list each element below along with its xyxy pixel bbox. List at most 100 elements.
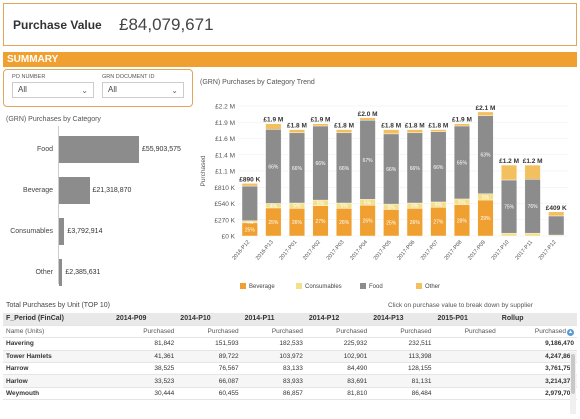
segment-label: 25% — [245, 227, 256, 233]
purchase-value-cell[interactable]: 89,722 — [177, 350, 242, 364]
rollup-cell[interactable]: 3,214,377 — [498, 374, 577, 388]
purchase-value-cell[interactable]: 151,593 — [177, 337, 242, 351]
trend-bar-segment[interactable] — [241, 183, 258, 187]
rollup-cell[interactable]: 2,979,704 — [498, 387, 577, 401]
purchase-value-cell[interactable]: 81,131 — [370, 374, 435, 388]
x-tick-label: 2017-P02 — [302, 239, 322, 261]
trend-bar-segment[interactable] — [359, 117, 376, 121]
segment-label: 5% — [435, 203, 443, 209]
trend-bar-segment[interactable] — [548, 211, 565, 217]
purchase-value-cell[interactable]: 103,972 — [241, 350, 306, 364]
purchase-value-cell[interactable]: 83,933 — [241, 374, 306, 388]
trend-bar-segment[interactable] — [524, 164, 541, 180]
kpi-value: £84,079,671 — [119, 14, 214, 34]
unit-name: Harrow — [3, 362, 113, 376]
trend-bar-segment[interactable] — [501, 164, 518, 181]
period-header[interactable]: 2014-P09 — [113, 313, 178, 326]
legend-swatch — [240, 283, 246, 289]
purchase-value-cell[interactable]: 225,932 — [305, 337, 371, 351]
trend-bar-segment[interactable] — [524, 232, 541, 237]
trend-bar-segment[interactable] — [477, 111, 494, 116]
purchase-value-cell[interactable]: 76,567 — [177, 362, 242, 376]
rollup-cell[interactable]: 3,761,758 — [498, 362, 577, 376]
segment-label: 5% — [364, 200, 372, 206]
segment-label: 66% — [386, 167, 397, 173]
x-tick-label: 2016-P13 — [255, 239, 275, 261]
trend-bar-segment[interactable] — [430, 129, 447, 132]
segment-label: 5% — [293, 204, 301, 210]
purchase-value-cell[interactable]: 83,691 — [305, 374, 371, 388]
y-tick-label: £0 K — [222, 234, 236, 241]
x-tick-label: 2017-P07 — [420, 239, 440, 261]
segment-label: 66% — [268, 164, 279, 170]
purchase-value-cell[interactable]: 81,842 — [113, 337, 178, 351]
category-label: Consumables — [10, 227, 53, 235]
rollup-sub-label: Purchased — [534, 327, 566, 335]
purchase-value-cell[interactable]: 86,857 — [241, 387, 306, 401]
purchase-value-cell[interactable]: 66,087 — [177, 374, 242, 388]
rollup-header[interactable]: Rollup — [498, 313, 577, 326]
trend-bar-segment[interactable] — [501, 232, 518, 237]
period-header[interactable]: 2014-P13 — [370, 313, 435, 326]
segment-label: 66% — [339, 166, 350, 172]
trend-bar-segment[interactable] — [288, 129, 305, 134]
po-number-label: PO NUMBER — [12, 74, 46, 80]
purchase-value-cell[interactable]: 41,361 — [113, 350, 178, 364]
purchase-value-cell[interactable]: 60,455 — [177, 387, 242, 401]
purchase-value-cell[interactable]: 182,533 — [241, 337, 306, 351]
sort-icon[interactable]: ▲ — [567, 328, 574, 336]
trend-bar-segment[interactable] — [241, 185, 258, 221]
segment-label: 5% — [317, 201, 325, 207]
purchase-value-cell[interactable]: 83,133 — [241, 362, 306, 376]
rollup-cell[interactable]: 4,247,861 — [498, 350, 577, 364]
table-row: Weymouth 30,444 60,455 86,857 81,810 86,484 2,… — [3, 387, 577, 401]
category-value-label: £2,385,631 — [65, 268, 101, 276]
legend-label[interactable]: Beverage — [249, 284, 275, 290]
purchase-value-cell[interactable]: 30,444 — [113, 387, 178, 401]
legend-label[interactable]: Food — [369, 284, 383, 290]
table-scrollbar-thumb[interactable] — [571, 354, 575, 394]
total-label: £1.8 M — [381, 123, 401, 130]
purchase-value-cell[interactable]: 128,155 — [370, 362, 435, 376]
purchase-value-cell[interactable]: 113,398 — [370, 350, 435, 364]
table-row: Harrow 38,525 76,567 83,133 84,490 128,155 3,7… — [3, 362, 577, 376]
purchase-value-cell[interactable]: 232,511 — [370, 337, 435, 351]
grn-document-select[interactable]: All ⌄ — [102, 82, 184, 98]
unit-name: Weymouth — [3, 387, 113, 401]
segment-label: 66% — [315, 161, 326, 167]
trend-bar-segment[interactable] — [548, 215, 565, 236]
category-bar[interactable] — [59, 177, 90, 204]
category-bar[interactable] — [59, 136, 139, 163]
purchase-value-cell[interactable]: 84,490 — [305, 362, 371, 376]
trend-bar-segment[interactable] — [453, 123, 470, 127]
category-bar[interactable] — [59, 218, 65, 245]
purchase-value-cell[interactable]: 102,901 — [305, 350, 371, 364]
category-bar[interactable] — [59, 259, 63, 286]
trend-bar-segment[interactable] — [336, 129, 353, 134]
rollup-cell[interactable]: 9,186,470 — [498, 337, 577, 351]
period-header[interactable]: 2014-P12 — [305, 313, 371, 326]
period-header[interactable]: 2015-P01 — [434, 313, 499, 326]
legend-label[interactable]: Other — [425, 284, 440, 290]
legend-label[interactable]: Consumables — [305, 284, 342, 290]
y-tick-label: £1.9 M — [215, 120, 235, 127]
chevron-down-icon: ⌄ — [171, 86, 178, 95]
purchase-value-cell[interactable]: 81,810 — [305, 387, 371, 401]
trend-bar-segment[interactable] — [312, 123, 329, 127]
period-header[interactable]: 2014-P11 — [241, 313, 306, 326]
trend-bar-segment[interactable] — [406, 129, 423, 134]
po-number-select[interactable]: All ⌄ — [12, 82, 94, 98]
purchase-value-cell[interactable]: 38,525 — [113, 362, 178, 376]
trend-bar-segment[interactable] — [265, 123, 282, 130]
summary-header: SUMMARY — [3, 52, 577, 67]
period-header[interactable]: 2014-P10 — [177, 313, 242, 326]
purchase-value-cell[interactable]: 86,484 — [370, 387, 435, 401]
y-tick-label: £810 K — [214, 185, 235, 192]
total-label: £1.8 M — [405, 123, 425, 130]
segment-label: 4% — [270, 204, 278, 210]
y-tick-label: £1.6 M — [215, 136, 235, 143]
trend-bar-segment[interactable] — [383, 129, 400, 135]
x-tick-label: 2017-P05 — [373, 239, 393, 261]
purchase-value-cell[interactable]: 33,523 — [113, 374, 178, 388]
